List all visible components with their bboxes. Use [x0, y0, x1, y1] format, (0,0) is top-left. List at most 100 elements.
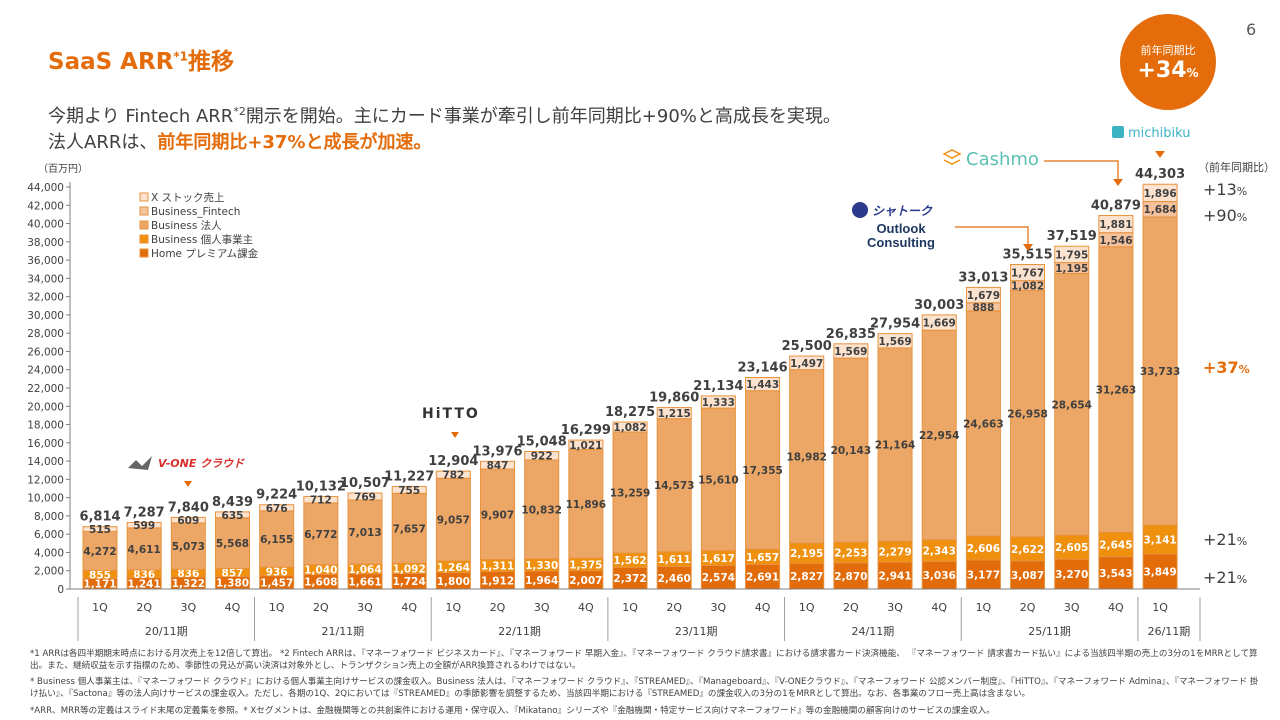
- yoy-number: +90: [1203, 206, 1237, 225]
- bar-segment: [789, 562, 825, 590]
- y-tick-label: 18,000: [27, 420, 64, 432]
- data-label: 836: [133, 569, 155, 581]
- bar-segment: [1098, 246, 1134, 533]
- data-label: 676: [266, 503, 288, 515]
- bar-stack: 2,870 2,253 20,143 1,569 26,835: [826, 327, 876, 590]
- bar-segment: [745, 377, 781, 392]
- yoy-header: （前年同期比）: [1198, 161, 1275, 174]
- data-label: 3,087: [1011, 570, 1044, 582]
- total-label: 10,132: [296, 479, 346, 494]
- bar-segment: [700, 395, 736, 409]
- subtitle-line-1: 今期より Fintech ARR*2開示を開始。主にカード事業が牽引し前年同期比…: [48, 102, 841, 128]
- bar-stack: 2,941 2,279 21,164 1,569 27,954: [870, 317, 920, 590]
- data-label: 1,457: [260, 577, 293, 589]
- footnote-1: *1 ARRは各四半期期末時点における月次売上を12倍して算出。 *2 Fint…: [30, 649, 1258, 671]
- total-label: 21,134: [693, 379, 743, 394]
- data-label: 1,881: [1099, 219, 1132, 231]
- total-label: 44,303: [1135, 167, 1185, 182]
- x-tick-label: 2Q: [666, 601, 682, 614]
- data-label: 755: [398, 485, 420, 497]
- data-label: 10,832: [521, 504, 562, 516]
- bar-segment: [656, 407, 692, 420]
- data-label: 2,343: [923, 546, 956, 558]
- bar-stack: 3,036 2,343 22,954 1,669 30,003: [914, 298, 964, 590]
- bar-segment: [1010, 264, 1046, 282]
- data-label: 14,573: [654, 480, 695, 492]
- y-tick-label: 24,000: [27, 365, 64, 377]
- x-tick-label: 3Q: [181, 601, 197, 614]
- bar-segment: [1142, 216, 1178, 526]
- y-tick-label: 44,000: [27, 182, 64, 194]
- data-label: 609: [177, 515, 199, 527]
- bar-segment: [1098, 531, 1134, 558]
- x-tick-label: 4Q: [578, 601, 594, 614]
- data-label: 1,195: [1055, 263, 1088, 275]
- data-label: 2,645: [1099, 540, 1132, 552]
- bar-segment: [745, 390, 781, 550]
- cashmo-logo: Cashmo: [966, 149, 1039, 170]
- total-label: 16,299: [561, 423, 611, 438]
- yoy-value: +13%: [1203, 180, 1247, 199]
- x-tick-label: 3Q: [357, 601, 373, 614]
- y-tick-label: 16,000: [27, 438, 64, 450]
- data-label: 33,733: [1140, 366, 1181, 378]
- data-label: 2,460: [658, 573, 691, 585]
- total-label: 8,439: [212, 495, 253, 510]
- data-label: 15,610: [698, 474, 739, 486]
- x-tick-label: 2Q: [136, 601, 152, 614]
- yoy-unit: %: [1236, 573, 1248, 586]
- bar-segment: [82, 530, 118, 571]
- bar-segment: [1054, 245, 1090, 264]
- y-tick-label: 10,000: [27, 493, 64, 505]
- data-label: 635: [222, 510, 244, 522]
- data-label: 599: [133, 520, 155, 532]
- bar-segment: [1010, 290, 1046, 538]
- data-label: 5,568: [216, 538, 249, 550]
- bar-stack: 2,460 1,611 14,573 1,215 19,860: [649, 391, 699, 590]
- vone-logo-icon: [128, 456, 152, 470]
- data-label: 3,177: [967, 569, 1000, 581]
- hitto-logo: HiTTO: [422, 406, 480, 422]
- data-label: 515: [89, 524, 111, 536]
- bar-segment: [170, 522, 206, 570]
- footnote-mark: *2: [233, 105, 246, 118]
- badge-value: +34%: [1120, 58, 1216, 83]
- x-tick-label: 2Q: [843, 601, 859, 614]
- total-label: 26,835: [826, 327, 876, 342]
- bar-segment: [1098, 556, 1134, 590]
- total-label: 19,860: [649, 391, 699, 406]
- michibiku-logo: michibiku: [1128, 126, 1191, 141]
- data-label: 1,611: [658, 554, 691, 566]
- page-number: 6: [1246, 20, 1257, 39]
- data-label: 31,263: [1096, 385, 1137, 397]
- data-label: 28,654: [1051, 399, 1092, 411]
- data-label: 3,141: [1143, 534, 1176, 546]
- x-tick-label: 4Q: [1108, 601, 1124, 614]
- data-label: 18,982: [786, 451, 827, 463]
- subtitle-text: 法人ARRは、: [48, 132, 158, 153]
- bar-segment: [700, 407, 736, 552]
- data-label: 1,040: [304, 565, 337, 577]
- bar-segment: [612, 421, 648, 433]
- yoy-number: +21: [1203, 530, 1237, 549]
- x-group-label: 21/11期: [321, 625, 364, 638]
- data-label: 17,355: [742, 465, 783, 477]
- bar-segment: [303, 502, 339, 566]
- total-label: 37,519: [1047, 229, 1097, 244]
- total-label: 30,003: [914, 298, 964, 313]
- bar-segment: [568, 439, 604, 450]
- x-tick-label: 1Q: [976, 601, 992, 614]
- y-tick-label: 38,000: [27, 237, 64, 249]
- bar-stack: 2,827 2,195 18,982 1,497 25,500: [782, 339, 832, 590]
- data-label: 1,082: [613, 422, 646, 434]
- cashmo-logo-icon: [942, 149, 962, 165]
- data-label: 1,569: [878, 336, 911, 348]
- legend-swatch: [139, 192, 149, 202]
- data-label: 4,611: [128, 544, 161, 556]
- x-tick-label: 3Q: [711, 601, 727, 614]
- vone-logo: V-ONE クラウド: [128, 456, 245, 470]
